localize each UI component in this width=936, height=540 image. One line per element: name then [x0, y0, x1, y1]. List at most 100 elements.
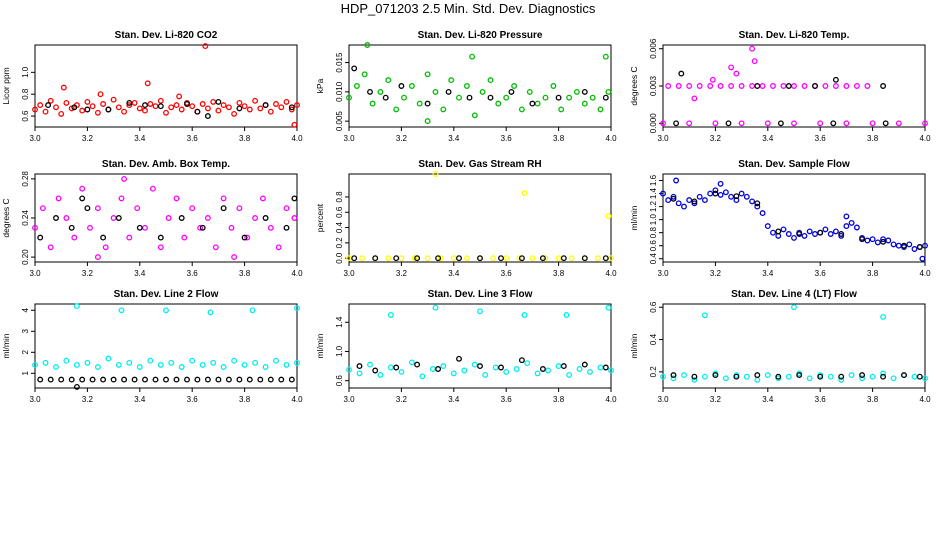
- series-1: [670, 372, 923, 380]
- data-point: [791, 304, 797, 311]
- data-point: [152, 376, 159, 383]
- data-point: [437, 255, 444, 262]
- data-point: [605, 88, 612, 95]
- data-point: [827, 231, 834, 237]
- data-point: [288, 106, 295, 113]
- data-point: [539, 366, 546, 372]
- data-point: [275, 244, 282, 251]
- series-1: [356, 355, 609, 374]
- data-point: [377, 371, 384, 378]
- x-tick-label: 3.8: [553, 395, 565, 404]
- data-point: [136, 364, 143, 370]
- y-axis-label: kPa: [315, 78, 325, 93]
- data-point: [691, 95, 698, 102]
- data-point: [832, 76, 839, 83]
- y-tick-label: 0.2: [335, 237, 344, 249]
- data-point: [670, 195, 677, 202]
- data-point: [880, 370, 887, 377]
- data-point: [121, 175, 128, 182]
- data-point: [273, 357, 279, 364]
- x-tick-label: 3.8: [867, 395, 879, 404]
- x-tick-label: 3.0: [29, 395, 41, 404]
- x-tick-label: 3.8: [867, 269, 879, 278]
- panel-line3: Stan. Dev. Line 3 Flow 3.0 3.2 3.4 3.6 3.8 4.0…: [315, 289, 617, 404]
- data-point: [911, 246, 918, 252]
- data-point: [529, 255, 536, 262]
- data-point: [236, 105, 243, 112]
- data-point: [895, 242, 902, 249]
- x-tick-label: 3.2: [710, 269, 722, 278]
- data-point: [94, 109, 101, 116]
- data-point: [780, 226, 787, 233]
- data-point: [236, 376, 243, 383]
- data-point: [249, 307, 256, 314]
- data-point: [408, 359, 415, 366]
- data-point: [273, 101, 279, 107]
- data-point: [259, 195, 266, 202]
- data-point: [359, 255, 366, 262]
- data-point: [97, 91, 104, 98]
- series-0: [346, 171, 614, 262]
- data-point: [675, 83, 682, 89]
- panel-box: Stan. Dev. Amb. Box Temp. 3.0 3.2 3.4 3.6 3.8…: [1, 159, 303, 278]
- data-point: [733, 373, 740, 380]
- y-tick-label: 3: [21, 329, 30, 334]
- data-point: [717, 191, 724, 198]
- panel-title: Stan. Dev. Li-820 Temp.: [739, 30, 850, 41]
- data-point: [812, 83, 818, 89]
- data-point: [830, 120, 837, 127]
- data-point: [105, 106, 112, 113]
- series-1: [351, 255, 609, 262]
- data-point: [262, 102, 269, 109]
- data-point: [686, 197, 693, 204]
- x-tick-label: 3.4: [448, 134, 460, 143]
- data-point: [236, 205, 243, 212]
- y-tick-label: 0.015: [335, 52, 344, 73]
- data-point: [110, 215, 117, 221]
- data-point: [387, 364, 394, 371]
- data-point: [53, 215, 59, 221]
- x-tick-label: 3.8: [553, 134, 565, 143]
- data-point: [173, 102, 180, 109]
- x-tick-label: 3.0: [29, 269, 41, 278]
- x-tick-label: 3.2: [82, 395, 94, 404]
- data-point: [356, 370, 363, 377]
- data-point: [785, 373, 792, 380]
- data-point: [524, 360, 531, 367]
- data-point: [32, 106, 38, 113]
- data-point: [707, 190, 714, 197]
- data-point: [597, 106, 604, 113]
- y-tick-label: 1: [21, 371, 30, 376]
- y-axis-label: Licor ppm: [1, 67, 11, 104]
- panel-title: Stan. Dev. Sample Flow: [738, 159, 850, 170]
- data-point: [47, 376, 54, 383]
- x-tick-label: 3.6: [815, 395, 827, 404]
- series-0: [32, 43, 300, 128]
- data-point: [681, 372, 687, 379]
- data-point: [131, 99, 138, 106]
- data-point: [589, 94, 596, 101]
- data-point: [424, 71, 431, 78]
- data-point: [843, 223, 850, 230]
- data-point: [445, 88, 452, 95]
- data-point: [843, 83, 850, 89]
- data-point: [147, 101, 154, 107]
- data-point: [246, 106, 253, 113]
- data-point: [466, 94, 473, 101]
- y-tick-label: 0.20: [21, 249, 30, 265]
- data-point: [189, 103, 196, 110]
- data-point: [189, 357, 196, 364]
- data-point: [102, 244, 109, 251]
- data-point: [414, 361, 421, 368]
- data-point: [432, 304, 439, 311]
- panel-rh: Stan. Dev. Gas Stream RH 3.0 3.2 3.4 3.6 3.8 4…: [315, 159, 617, 278]
- panel-title: Stan. Dev. Gas Stream RH: [418, 159, 541, 170]
- panel-flow: Stan. Dev. Sample Flow 3.0 3.2 3.4 3.6 3.8 4.0…: [629, 159, 931, 278]
- data-point: [922, 120, 928, 127]
- panel-co2: Stan. Dev. Li-820 CO2 3.0 3.2 3.4 3.6 3.8 4.0 0…: [1, 30, 303, 143]
- data-point: [751, 58, 758, 65]
- data-point: [701, 373, 708, 380]
- x-tick-label: 4.0: [605, 269, 617, 278]
- data-point: [832, 228, 839, 235]
- data-point: [115, 215, 122, 221]
